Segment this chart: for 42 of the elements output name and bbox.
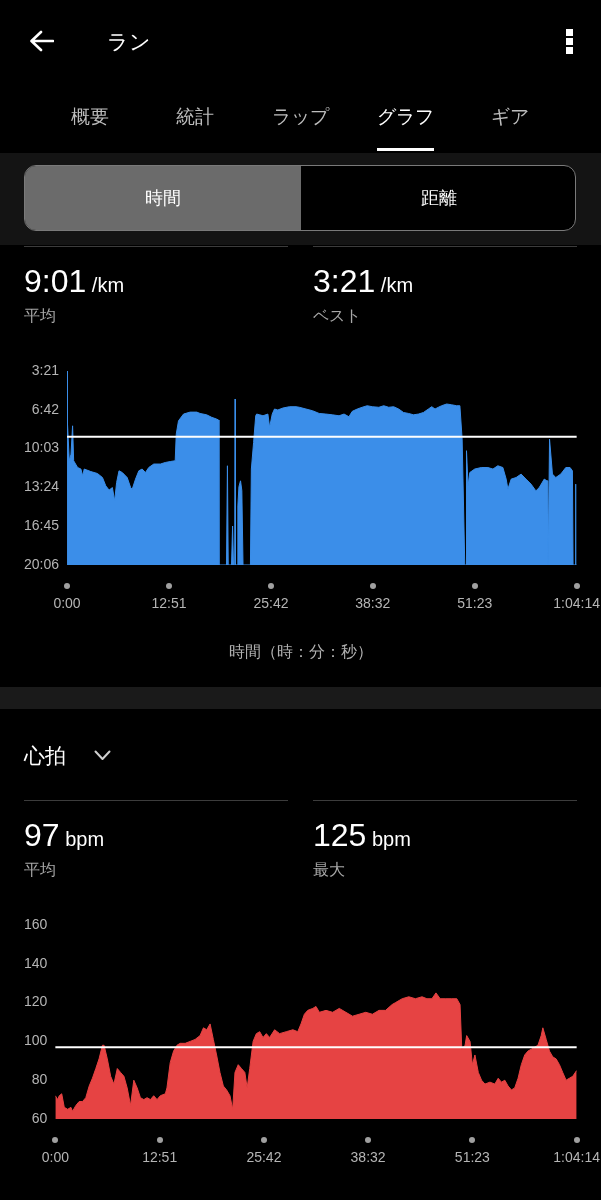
y-tick-label: 10:03: [23, 439, 60, 456]
x-tick-label: 25:42: [253, 595, 289, 612]
text: 時間: [25, 166, 301, 230]
y-tick-label: 160: [24, 915, 48, 932]
y-tick-label: 80: [31, 1071, 48, 1088]
text: ベスト: [313, 306, 361, 326]
y-tick-label: 60: [31, 1109, 48, 1126]
x-tick-label: 38:32: [350, 1149, 386, 1166]
x-tick-label: 51:23: [454, 1149, 491, 1166]
text: ギア: [490, 105, 530, 129]
y-tick-label: 3:21: [31, 361, 60, 378]
text: 平均: [24, 860, 56, 880]
text: 最大: [313, 860, 345, 880]
x-tick-label: 25:42: [246, 1149, 282, 1166]
text: グラフ: [375, 105, 435, 129]
x-tick-label: 12:51: [142, 1149, 178, 1166]
x-tick-label: 0:00: [41, 1149, 70, 1166]
text: 平均: [24, 306, 56, 326]
y-tick-label: 13:24: [23, 478, 60, 495]
text: 統計: [175, 105, 215, 129]
y-tick-label: 140: [24, 954, 48, 971]
y-tick-label: 20:06: [23, 555, 60, 572]
text: 9:01 /km: [24, 263, 125, 299]
text: 距離: [420, 187, 458, 210]
text: 97 bpm: [24, 817, 105, 853]
x-tick-label: 38:32: [355, 595, 391, 612]
y-tick-label: 120: [24, 993, 48, 1010]
x-tick-label: 0:00: [53, 595, 81, 612]
y-tick-label: 100: [24, 1032, 48, 1049]
x-tick-label: 1:04:14: [553, 595, 601, 612]
x-tick-label: 1:04:14: [553, 1149, 601, 1166]
text: ラン: [107, 29, 151, 55]
x-axis-title: 時間（時：分：秒）: [227, 642, 374, 662]
text: 概要: [70, 105, 110, 129]
chart-title: 心拍: [24, 743, 66, 769]
x-tick-label: 51:23: [457, 595, 493, 612]
y-tick-label: 6:42: [31, 400, 60, 417]
text: ラップ: [270, 105, 331, 129]
y-tick-label: 16:45: [23, 517, 60, 534]
text: 3:21 /km: [313, 263, 414, 299]
x-tick-label: 12:51: [151, 595, 187, 612]
text: 125 bpm: [313, 817, 411, 853]
